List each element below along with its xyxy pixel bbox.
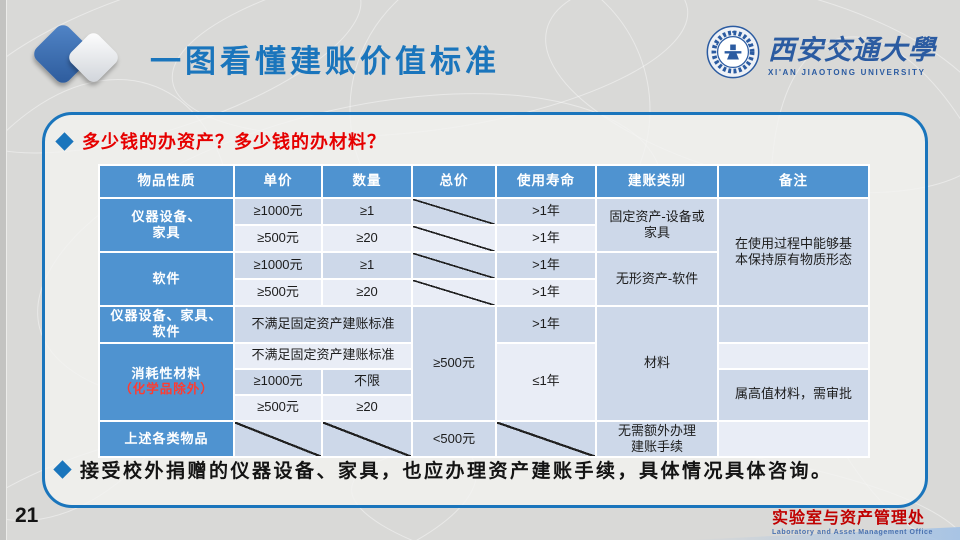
university-logo: 西安交通大學 XI'AN JIAOTONG UNIVERSITY <box>705 24 936 80</box>
question-text: 多少钱的办资产？多少钱的办材料？ <box>82 132 386 152</box>
table-row: ≥1000元 不限 属高值材料，需审批 <box>99 367 870 422</box>
cell-life-na-r9 <box>495 419 597 458</box>
cell-price-r2: ≥500元 <box>233 224 323 253</box>
page-number: 21 <box>15 504 39 527</box>
cell-not-meeting-r5: 不满足固定资产建账标准 <box>233 305 413 344</box>
table-row: 消耗性材料 （化学品除外） 不满足固定资产建账标准 ≤1年 <box>98 341 870 422</box>
department-name-cn: 实验室与资产管理处 <box>771 510 925 527</box>
cell-type-fixed-asset: 固定资产-设备或 家具 <box>595 197 719 253</box>
university-seal-icon <box>706 25 760 79</box>
cell-total-na-r1 <box>411 197 497 226</box>
cell-price-r3: ≥1000元 <box>233 251 323 280</box>
content-panel: 多少钱的办资产？多少钱的办材料？ 物品性质 单价 数量 总价 使用寿命 建账类别… <box>42 112 928 508</box>
cell-category-mixed: 仪器设备、家具、 软件 <box>98 305 235 344</box>
department-signature: 实验室与资产管理处 Laboratory and Asset Managemen… <box>772 504 933 536</box>
page-title: 一图看懂建账价值标准 <box>150 44 500 79</box>
cell-remark-high-value: 属高值材料，需审批 <box>717 367 870 422</box>
cell-total-lt-500: <500元 <box>411 419 497 458</box>
table-row: 仪器设备、家具、 软件 不满足固定资产建账标准 ≥500元 >1年 材料 <box>98 305 870 422</box>
cell-qty-r3: ≥1 <box>321 251 413 280</box>
cell-not-meeting-r6: 不满足固定资产建账标准 <box>233 341 413 370</box>
cell-price-na-r9 <box>233 419 323 458</box>
cell-category-all-items: 上述各类物品 <box>98 419 235 458</box>
col-header-unit-price: 单价 <box>233 164 323 199</box>
university-name-cn: 西安交通大學 <box>768 34 936 65</box>
cell-qty-r2: ≥20 <box>321 224 413 253</box>
cell-life-r2: >1年 <box>495 224 597 253</box>
cell-total-na-r4 <box>411 278 497 307</box>
cell-price-r8: ≥500元 <box>233 393 323 422</box>
col-header-service-life: 使用寿命 <box>495 164 597 199</box>
table-row: 软件 ≥1000元 ≥1 >1年 无形资产-软件 <box>98 251 869 307</box>
department-name-en: Laboratory and Asset Management Office <box>771 529 933 536</box>
cell-price-r4: ≥500元 <box>233 278 323 307</box>
cell-qty-r1: ≥1 <box>321 197 413 226</box>
cell-type-no-account: 无需额外办理 建账手续 <box>595 419 719 458</box>
cell-remark-empty-r6 <box>717 341 870 370</box>
cell-category-software: 软件 <box>98 251 235 307</box>
university-wordmark: 西安交通大學 XI'AN JIAOTONG UNIVERSITY <box>768 28 936 77</box>
cell-price-r7: ≥1000元 <box>233 367 323 396</box>
note-row: 接受校外捐赠的仪器设备、家具，也应办理资产建账手续，具体情况具体咨询。 <box>53 456 833 483</box>
cell-category-equipment: 仪器设备、 家具 <box>98 197 235 253</box>
table-header-row: 物品性质 单价 数量 总价 使用寿命 建账类别 备注 <box>98 164 870 199</box>
cell-total-na-r3 <box>411 251 497 280</box>
left-edge-strip <box>0 0 7 540</box>
cell-remark-empty-r5 <box>717 305 870 344</box>
table-row: 上述各类物品 <500元 无需额外办理 建账手续 <box>98 419 870 458</box>
cell-life-r3: >1年 <box>495 251 597 280</box>
cell-remark-empty-r9 <box>717 419 870 458</box>
cell-category-consumable: 消耗性材料 （化学品除外） <box>98 341 235 422</box>
cell-type-intangible: 无形资产-软件 <box>595 251 719 307</box>
col-header-quantity: 数量 <box>321 164 413 199</box>
cell-remark-shape: 在使用过程中能够基 本保持原有物质形态 <box>717 197 870 307</box>
diamond-bullet-icon <box>55 131 74 151</box>
cell-total-ge-500: ≥500元 <box>411 305 497 422</box>
cell-type-material: 材料 <box>595 305 719 422</box>
cell-price-r1: ≥1000元 <box>233 197 323 226</box>
cell-qty-r7: 不限 <box>321 367 413 396</box>
accounting-standards-table: 物品性质 单价 数量 总价 使用寿命 建账类别 备注 仪器设备、 家具 ≥100… <box>98 164 870 458</box>
university-name-en: XI'AN JIAOTONG UNIVERSITY <box>768 67 926 77</box>
cell-life-le-1y: ≤1年 <box>495 341 597 422</box>
question-row: 多少钱的办资产？多少钱的办材料？ <box>55 128 386 154</box>
donation-note-text: 接受校外捐赠的仪器设备、家具，也应办理资产建账手续，具体情况具体咨询。 <box>80 461 833 482</box>
cell-life-r4: >1年 <box>495 278 597 307</box>
col-header-account-type: 建账类别 <box>595 164 719 199</box>
table-row: 仪器设备、 家具 ≥1000元 ≥1 >1年 固定资产-设备或 家具 在使用过程… <box>98 197 870 307</box>
table-row: ≥500元 ≥20 >1年 <box>99 278 869 307</box>
col-header-total-price: 总价 <box>411 164 497 199</box>
cell-total-na-r2 <box>411 224 497 253</box>
col-header-item-nature: 物品性质 <box>98 164 235 199</box>
table-row: ≥500元 ≥20 <box>99 393 869 422</box>
cell-life-r1: >1年 <box>495 197 597 226</box>
cell-qty-na-r9 <box>321 419 413 458</box>
consumable-label: 消耗性材料 <box>131 365 202 381</box>
col-header-remarks: 备注 <box>717 164 870 199</box>
consumable-exception-label: （化学品除外） <box>119 381 214 396</box>
cell-qty-r8: ≥20 <box>321 393 413 422</box>
cell-qty-r4: ≥20 <box>321 278 413 307</box>
table-row: ≥500元 ≥20 >1年 <box>99 224 869 253</box>
cell-life-r5: >1年 <box>495 305 597 344</box>
diamond-bullet-icon <box>53 460 72 479</box>
